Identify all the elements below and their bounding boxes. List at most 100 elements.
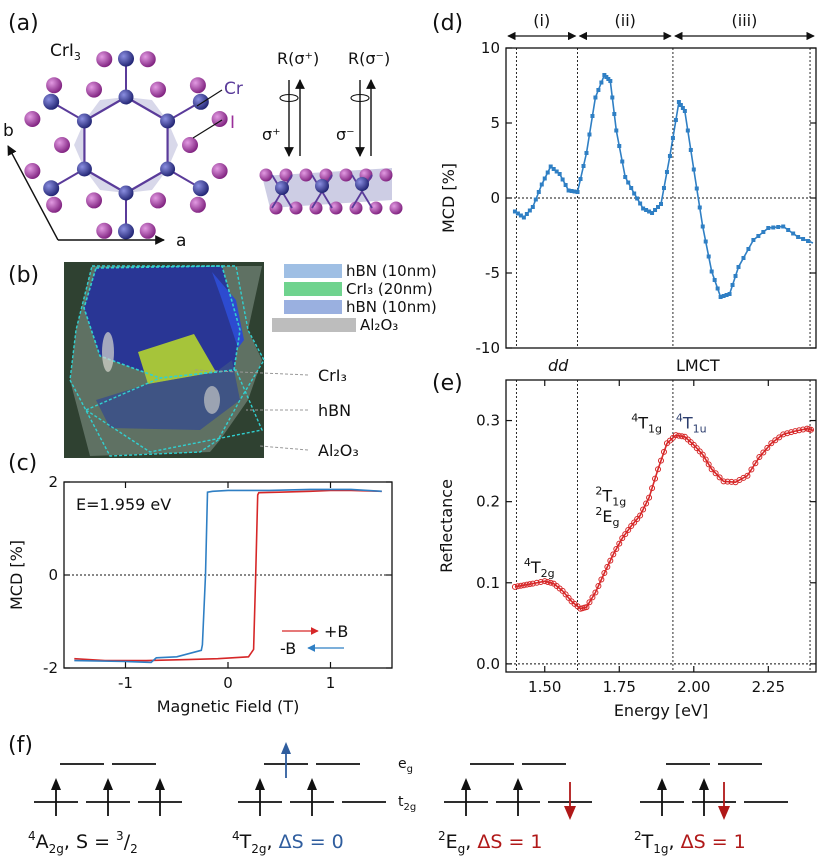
data-point (646, 494, 653, 501)
iodine-atom (139, 51, 156, 68)
data-point (786, 228, 791, 232)
y-tick-label: 0 (48, 566, 58, 584)
panel-label-a: (a) (8, 11, 39, 36)
data-point (650, 211, 655, 215)
crystal-formula: CrI3 (50, 41, 81, 63)
iodine-bottom (309, 201, 323, 215)
chromium-side (275, 181, 289, 195)
iodine-top (299, 168, 313, 182)
data-point (670, 136, 675, 140)
spin-up-head (155, 778, 165, 790)
chromium-atom (76, 161, 92, 177)
series-line (74, 489, 382, 662)
data-point (788, 429, 795, 436)
data-point (708, 466, 715, 473)
annotation-cri3: CrI₃ (318, 366, 347, 385)
data-point (593, 95, 598, 100)
iodine-atom (182, 137, 198, 153)
octahedron (167, 121, 178, 169)
iodine-top (259, 168, 273, 182)
cr-pointer (196, 89, 223, 107)
data-point (746, 247, 751, 251)
data-point (712, 278, 717, 282)
iodine-top (339, 168, 353, 182)
plot-frame (505, 47, 817, 349)
y-axis-label: MCD [%] (439, 163, 458, 233)
iodine-atom (96, 51, 113, 68)
chart-annotation: E=1.959 eV (76, 495, 171, 514)
term-sub: 1g (612, 496, 626, 509)
hbn-bottom-outline (69, 265, 265, 457)
y-tick-label: -2 (43, 659, 58, 677)
hbn-bottom-flake (96, 360, 240, 430)
data-point (533, 197, 538, 202)
data-point (664, 170, 669, 174)
data-point (530, 205, 535, 209)
iodine-atom (150, 192, 166, 209)
data-point (637, 512, 644, 519)
lmct-label: LMCT (676, 356, 720, 375)
iodine-bottom (289, 201, 303, 215)
term-sup: 2 (595, 505, 602, 518)
spin-up-head (513, 778, 523, 790)
data-point (796, 427, 803, 434)
x-axis-label: Energy [eV] (614, 701, 708, 720)
iodine-atom (211, 110, 228, 127)
term-sub: 1u (693, 423, 707, 436)
panel-label-c: (c) (8, 451, 37, 476)
series-line (514, 427, 814, 610)
data-point (727, 292, 732, 296)
cr-atom-outer (118, 50, 134, 67)
data-point (690, 441, 697, 448)
data-point (518, 213, 523, 218)
plot-frame (505, 379, 817, 673)
cr-atom-outer (192, 180, 209, 197)
data-point (612, 112, 617, 116)
legend-minus-b: -B (280, 639, 296, 658)
iodine-bottom (349, 201, 363, 215)
term-main: T (637, 414, 648, 433)
data-point (693, 445, 700, 452)
iodine-top (279, 168, 293, 182)
mcd-spectrum-chart: -10 -5 0 5 10 MCD [%] (i) (ii) (iii) dd LMCT (439, 11, 817, 375)
y-tick-label: -10 (476, 339, 501, 357)
spin-up-head (103, 778, 113, 790)
data-point (635, 196, 640, 201)
term-annotation: 2Eg (595, 505, 619, 529)
data-point (801, 237, 806, 241)
iodine-bottom (389, 201, 403, 215)
data-point (548, 164, 553, 169)
axis-a-label: a (176, 231, 186, 251)
iodine-atom (46, 196, 63, 213)
state-term: T (641, 831, 654, 853)
data-point (560, 177, 565, 182)
data-point (614, 128, 619, 133)
cr-cr-bond (125, 96, 169, 122)
iodine-atom (139, 222, 156, 239)
data-point (705, 461, 712, 468)
spin-up-head (51, 778, 61, 790)
data-point (736, 265, 741, 269)
data-point (660, 448, 667, 455)
term-main: T (601, 487, 612, 506)
series-line (74, 488, 382, 664)
chromium-atom (118, 89, 134, 105)
term-sup: 2 (595, 485, 602, 498)
data-point (526, 581, 533, 588)
data-point (536, 190, 541, 194)
honeycomb-lattice (24, 50, 228, 240)
state-label: 2T1g, ΔS = 1 (634, 829, 746, 856)
data-point (599, 80, 604, 85)
data-point (691, 167, 696, 172)
legend-swatch (284, 300, 342, 314)
data-point (678, 433, 685, 440)
state-sub: 1g (653, 842, 668, 856)
data-point (608, 79, 613, 83)
data-point (697, 205, 702, 210)
data-point (596, 88, 601, 92)
iodine-atom (211, 163, 228, 180)
dd-label: dd (548, 356, 569, 375)
data-point (626, 180, 631, 185)
data-point (796, 235, 801, 239)
data-point (511, 583, 518, 590)
